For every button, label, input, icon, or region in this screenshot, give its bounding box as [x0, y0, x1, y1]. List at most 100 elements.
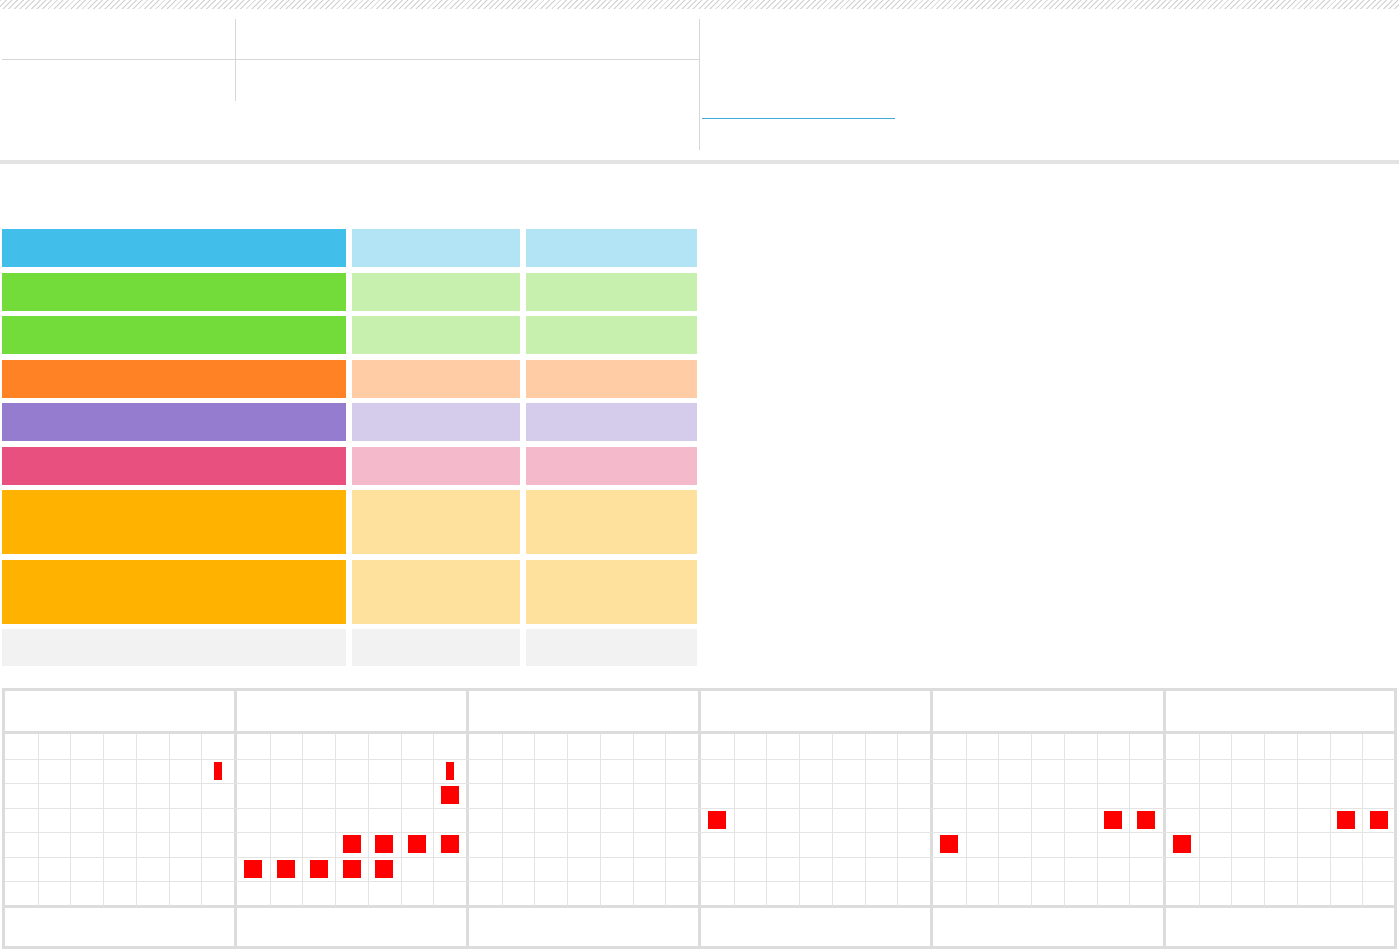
grid-line-vertical	[38, 734, 39, 906]
schedule-mark[interactable]	[408, 835, 426, 853]
schedule-mark[interactable]	[277, 860, 295, 878]
table-row-value-cell	[526, 229, 697, 267]
grid-line-vertical	[1362, 734, 1363, 906]
table-row-value-cell	[352, 316, 520, 354]
schedule-grid-frame	[2, 688, 1397, 949]
table-row-label-cell	[2, 447, 346, 485]
schedule-mark[interactable]	[940, 835, 958, 853]
table-row-value-cell	[352, 229, 520, 267]
schedule-column-divider	[234, 690, 237, 947]
grid-line-vertical	[270, 734, 271, 906]
grid-line-vertical	[401, 734, 402, 906]
table-row-label-cell	[2, 316, 346, 354]
grid-line-vertical	[433, 734, 434, 906]
grid-line-vertical	[1297, 734, 1298, 906]
table-row-value-cell	[526, 629, 697, 666]
table-row-value-cell	[526, 560, 697, 624]
grid-line-vertical	[966, 734, 967, 906]
grid-line-vertical	[799, 734, 800, 906]
table-row-value-cell	[352, 403, 520, 441]
grid-line-vertical	[1231, 734, 1232, 906]
schedule-mark[interactable]	[1173, 835, 1191, 853]
grid-line-vertical	[70, 734, 71, 906]
table-row-label-cell	[2, 273, 346, 311]
grid-line-vertical	[1199, 734, 1200, 906]
grid-line-vertical	[633, 734, 634, 906]
grid-line-horizontal	[5, 808, 1395, 809]
table-row-label-cell	[2, 490, 346, 554]
schedule-mark[interactable]	[375, 860, 393, 878]
grid-line-vertical	[169, 734, 170, 906]
table-row-label-cell	[2, 360, 346, 398]
table-row-value-cell	[526, 490, 697, 554]
schedule-mark[interactable]	[441, 835, 459, 853]
schedule-mark[interactable]	[1137, 811, 1155, 829]
table-row-value-cell	[526, 403, 697, 441]
table-row-label-cell	[2, 629, 346, 666]
schedule-mark[interactable]	[214, 762, 222, 780]
grid-line-horizontal	[5, 881, 1395, 882]
table-row-value-cell	[352, 629, 520, 666]
grid-line-vertical	[766, 734, 767, 906]
table-row-value-cell	[526, 447, 697, 485]
grid-line-horizontal	[5, 759, 1395, 760]
schedule-column-divider	[698, 690, 701, 947]
grid-line-horizontal	[5, 857, 1395, 858]
grid-line-horizontal	[5, 832, 1395, 833]
grid-line-vertical	[1031, 734, 1032, 906]
grid-line-vertical	[567, 734, 568, 906]
schedule-mark[interactable]	[1104, 811, 1122, 829]
schedule-mark[interactable]	[310, 860, 328, 878]
grid-line-vertical	[734, 734, 735, 906]
table-row-value-cell	[352, 560, 520, 624]
table-row-value-cell	[352, 360, 520, 398]
table-row-label-cell	[2, 403, 346, 441]
header-rule	[2, 59, 699, 60]
schedule-mark[interactable]	[708, 811, 726, 829]
schedule-mark[interactable]	[1337, 811, 1355, 829]
grid-line-vertical	[665, 734, 666, 906]
header-divider-2	[699, 19, 700, 150]
schedule-band-divider	[4, 905, 1395, 908]
grid-line-vertical	[136, 734, 137, 906]
table-row-label-cell	[2, 560, 346, 624]
grid-line-vertical	[998, 734, 999, 906]
grid-line-vertical	[103, 734, 104, 906]
table-row-value-cell	[352, 273, 520, 311]
grid-line-vertical	[502, 734, 503, 906]
schedule-mark[interactable]	[1370, 811, 1388, 829]
schedule-mark[interactable]	[446, 762, 454, 780]
schedule-mark[interactable]	[375, 835, 393, 853]
schedule-mark[interactable]	[343, 835, 361, 853]
grid-line-vertical	[865, 734, 866, 906]
grid-line-vertical	[201, 734, 202, 906]
schedule-mark[interactable]	[441, 786, 459, 804]
table-row-value-cell	[526, 316, 697, 354]
section-separator	[0, 160, 1399, 164]
table-row-value-cell	[352, 447, 520, 485]
schedule-column-divider	[930, 690, 933, 947]
schedule-band-divider	[4, 731, 1395, 734]
grid-line-vertical	[302, 734, 303, 906]
header-link-underline[interactable]	[702, 118, 895, 119]
grid-line-horizontal	[5, 783, 1395, 784]
grid-line-vertical	[368, 734, 369, 906]
table-row-label-cell	[2, 229, 346, 267]
grid-line-vertical	[1264, 734, 1265, 906]
grid-line-vertical	[1129, 734, 1130, 906]
table-row-value-cell	[352, 490, 520, 554]
header-divider-1	[235, 19, 236, 101]
schedule-mark[interactable]	[244, 860, 262, 878]
grid-line-vertical	[534, 734, 535, 906]
schedule-column-divider	[1163, 690, 1166, 947]
grid-line-vertical	[600, 734, 601, 906]
table-row-value-cell	[526, 273, 697, 311]
grid-line-vertical	[335, 734, 336, 906]
table-row-value-cell	[526, 360, 697, 398]
grid-line-vertical	[897, 734, 898, 906]
schedule-column-divider	[466, 690, 469, 947]
grid-line-vertical	[832, 734, 833, 906]
top-hatch-bar	[0, 0, 1399, 9]
grid-line-vertical	[1330, 734, 1331, 906]
schedule-mark[interactable]	[343, 860, 361, 878]
